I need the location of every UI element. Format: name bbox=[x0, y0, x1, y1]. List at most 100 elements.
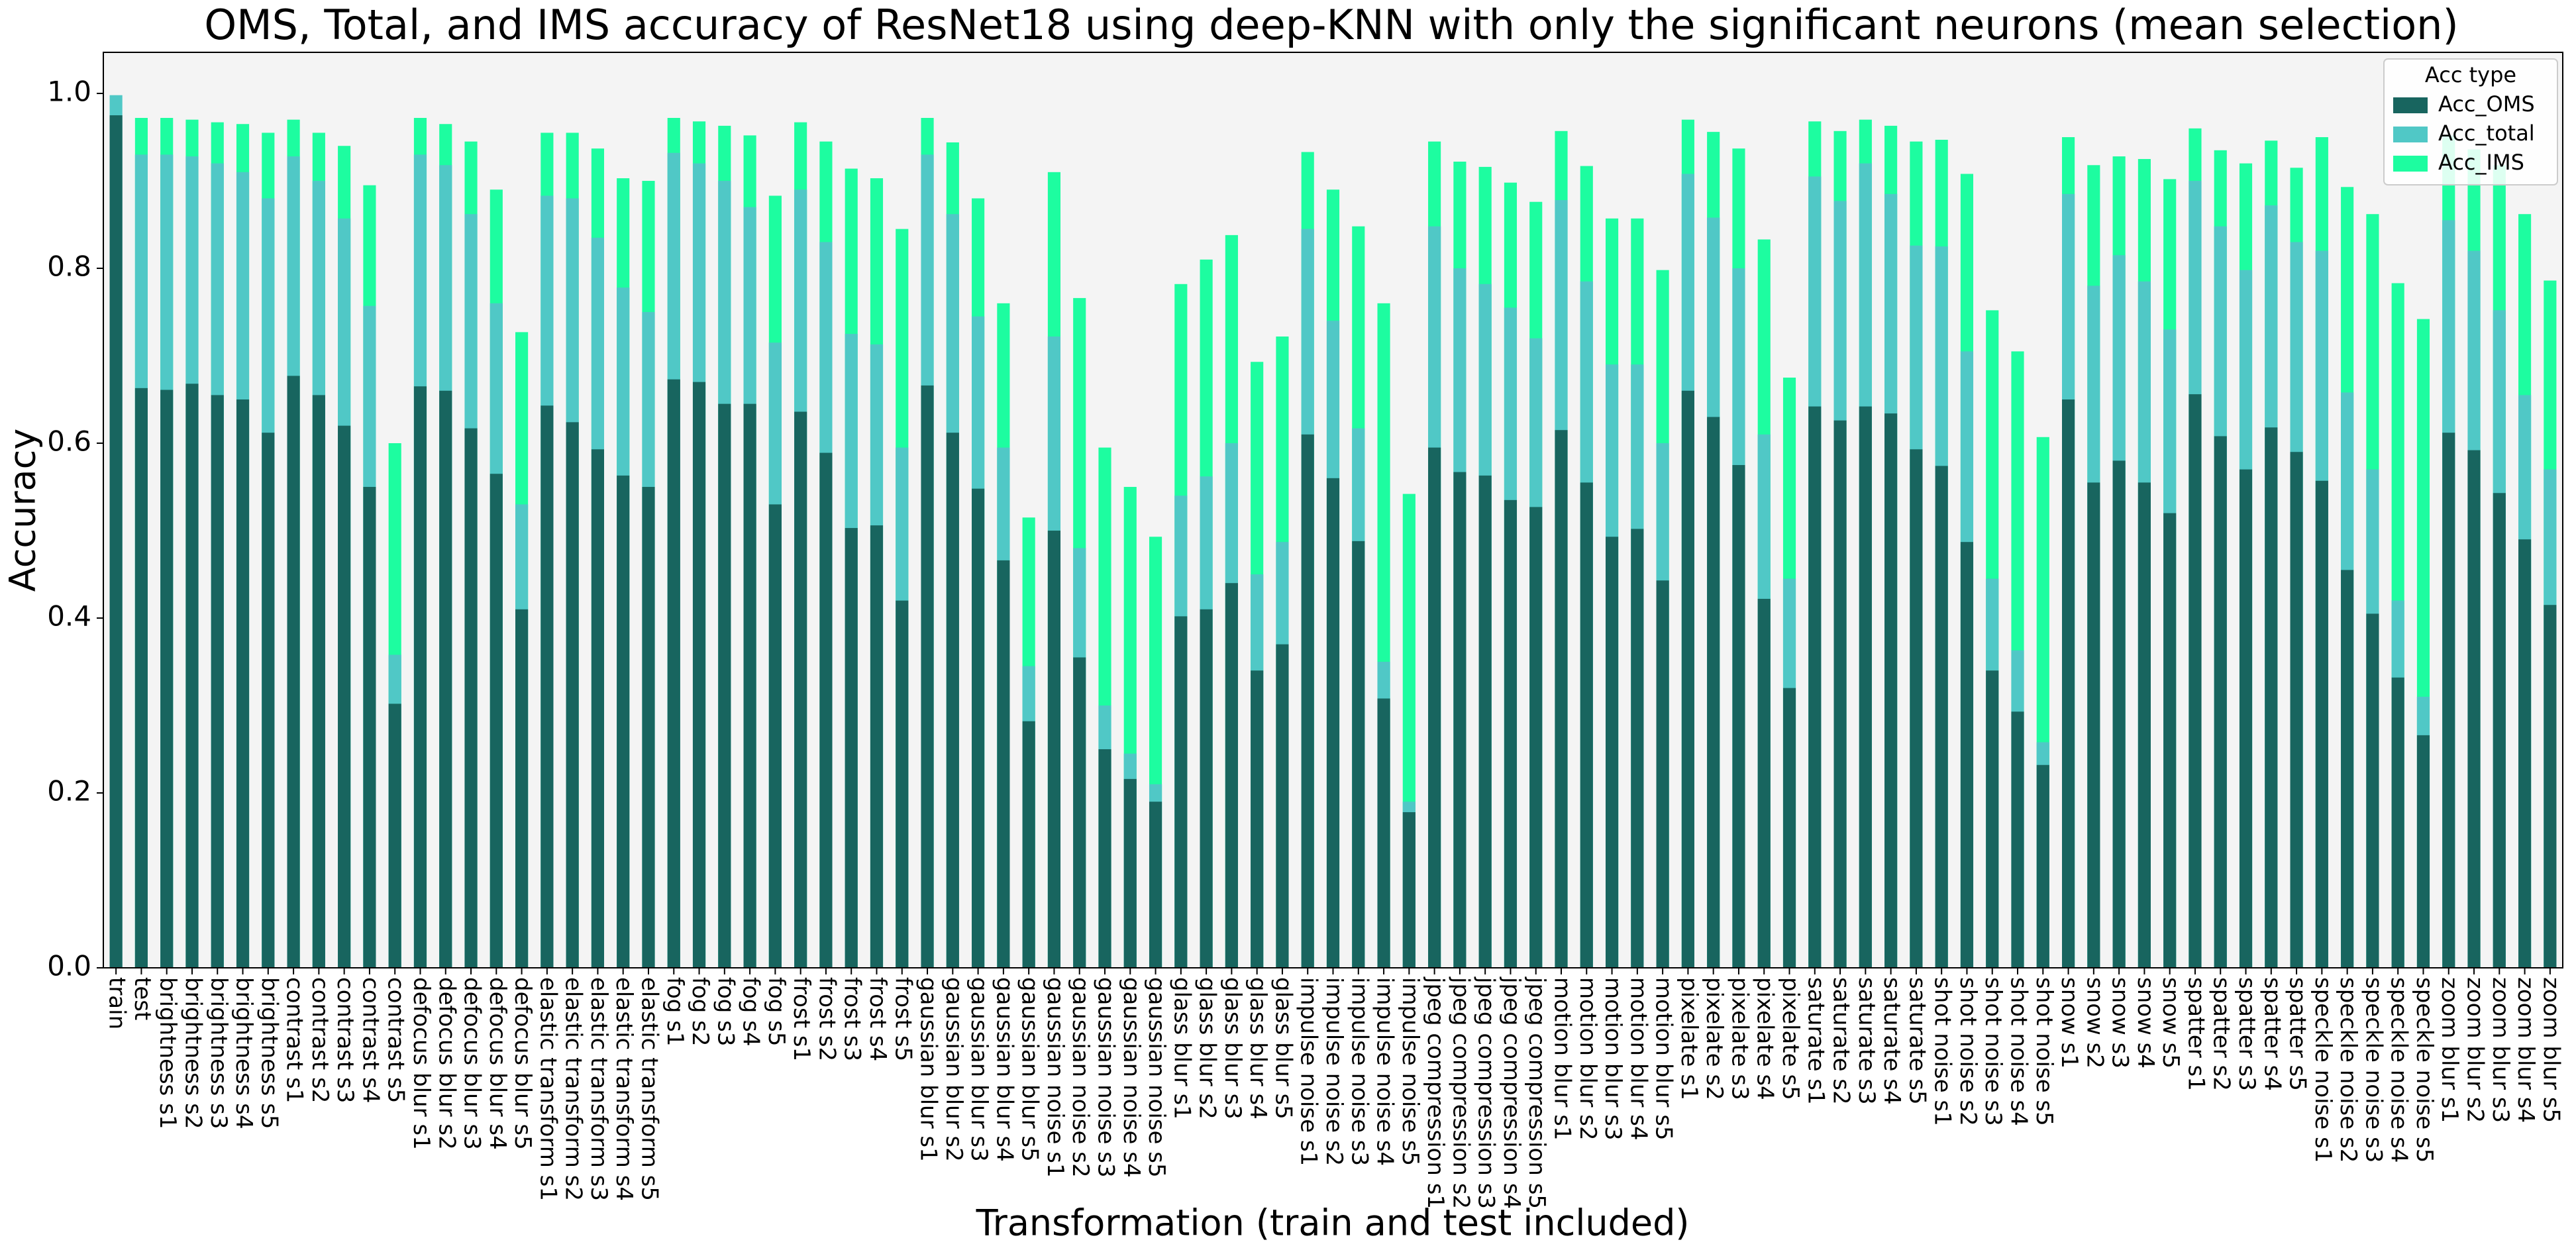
x-tick-label: impulse noise s2 bbox=[1321, 977, 1347, 1166]
y-tick-label: 0.2 bbox=[47, 775, 91, 808]
x-tick-label: jpeg compression s3 bbox=[1473, 976, 1500, 1209]
legend-label: Acc_OMS bbox=[2438, 91, 2535, 117]
bar bbox=[464, 428, 478, 968]
x-tick-label: shot noise s4 bbox=[2006, 977, 2032, 1126]
bar bbox=[997, 560, 1010, 968]
x-tick-label: motion blur s3 bbox=[1600, 977, 1626, 1141]
bar bbox=[1352, 541, 1365, 968]
bar bbox=[946, 433, 959, 968]
bar bbox=[1859, 406, 1872, 968]
x-tick-label: glass blur s3 bbox=[1219, 977, 1246, 1120]
x-tick-label: test bbox=[129, 977, 156, 1020]
x-tick-label: gaussian blur s1 bbox=[915, 977, 942, 1162]
x-tick-label: motion blur s2 bbox=[1574, 977, 1601, 1141]
bar bbox=[2290, 452, 2303, 968]
x-tick-label: jpeg compression s2 bbox=[1447, 976, 1474, 1209]
y-tick-label: 0.6 bbox=[47, 425, 91, 458]
x-tick-label: impulse noise s3 bbox=[1346, 977, 1372, 1166]
x-tick-label: frost s2 bbox=[813, 977, 840, 1061]
x-axis-label: Transformation (train and test included) bbox=[976, 1202, 1690, 1244]
legend-title: Acc type bbox=[2425, 62, 2516, 87]
bar bbox=[1225, 583, 1238, 968]
bar bbox=[2265, 427, 2278, 968]
bar bbox=[2239, 469, 2253, 968]
y-tick-label: 0.0 bbox=[47, 950, 91, 982]
bar bbox=[1707, 417, 1720, 968]
x-tick-label: zoom blur s2 bbox=[2462, 977, 2489, 1123]
bar bbox=[413, 386, 427, 968]
x-tick-label: spatter s2 bbox=[2208, 977, 2235, 1091]
x-tick-label: gaussian noise s1 bbox=[1042, 977, 1068, 1178]
bar bbox=[2442, 433, 2455, 968]
bar bbox=[566, 422, 579, 968]
x-tick-label: motion blur s5 bbox=[1651, 977, 1677, 1141]
x-tick-label: glass blur s5 bbox=[1270, 977, 1296, 1120]
bar bbox=[870, 525, 884, 968]
bar bbox=[388, 704, 401, 968]
bar bbox=[236, 399, 250, 968]
bar bbox=[2189, 394, 2202, 968]
x-tick-label: zoom blur s3 bbox=[2487, 977, 2514, 1123]
bar bbox=[1580, 482, 1593, 968]
x-tick-label: saturate s4 bbox=[1879, 977, 1905, 1105]
x-tick-label: brightness s4 bbox=[231, 977, 257, 1129]
bar bbox=[1631, 529, 1644, 968]
bar bbox=[363, 487, 376, 968]
y-tick-label: 0.4 bbox=[47, 600, 91, 633]
bar bbox=[617, 475, 630, 968]
bar bbox=[845, 528, 858, 968]
x-tick-label: snow s2 bbox=[2081, 977, 2108, 1069]
bar bbox=[1504, 499, 1518, 968]
x-tick-label: snow s5 bbox=[2157, 977, 2184, 1069]
bar bbox=[1402, 812, 1416, 968]
x-tick-label: glass blur s4 bbox=[1245, 977, 1271, 1120]
x-tick-label: saturate s3 bbox=[1853, 977, 1880, 1105]
bar bbox=[1808, 406, 1822, 968]
bar bbox=[262, 433, 275, 968]
x-tick-label: defocus blur s5 bbox=[509, 977, 536, 1150]
x-tick-label: glass blur s1 bbox=[1168, 977, 1195, 1120]
bar bbox=[1960, 542, 1974, 968]
x-tick-label: speckle noise s4 bbox=[2386, 977, 2412, 1163]
x-tick-label: saturate s5 bbox=[1904, 977, 1930, 1105]
x-tick-label: gaussian noise s2 bbox=[1067, 977, 1094, 1178]
x-tick-label: speckle noise s1 bbox=[2310, 977, 2336, 1163]
legend-box bbox=[2383, 58, 2558, 185]
bar bbox=[2544, 605, 2557, 968]
x-tick-label: zoom blur s5 bbox=[2538, 977, 2564, 1123]
bar bbox=[211, 395, 224, 968]
x-tick-label: jpeg compression s4 bbox=[1498, 976, 1525, 1209]
y-axis-label: Accuracy bbox=[2, 429, 44, 592]
bar bbox=[1656, 580, 1669, 968]
x-tick-label: snow s1 bbox=[2056, 977, 2083, 1069]
x-tick-label: zoom blur s4 bbox=[2512, 977, 2539, 1123]
x-tick-label: frost s4 bbox=[864, 977, 891, 1061]
bar bbox=[287, 376, 300, 968]
x-tick-label: pixelate s3 bbox=[1726, 977, 1753, 1100]
bar bbox=[2391, 677, 2404, 968]
x-tick-label: elastic transform s5 bbox=[636, 977, 662, 1201]
x-tick-label: fog s4 bbox=[738, 977, 764, 1047]
bar bbox=[642, 487, 655, 968]
legend-label: Acc_IMS bbox=[2438, 150, 2524, 175]
bar bbox=[2315, 480, 2328, 968]
x-tick-label: gaussian blur s5 bbox=[1017, 977, 1043, 1162]
bar bbox=[1605, 537, 1619, 968]
bar bbox=[109, 115, 123, 968]
bar bbox=[819, 452, 833, 968]
x-tick-label: contrast s5 bbox=[383, 977, 409, 1103]
bar bbox=[2214, 436, 2227, 968]
x-tick-label: zoom blur s1 bbox=[2436, 977, 2463, 1123]
x-tick-label: frost s5 bbox=[890, 977, 916, 1061]
x-tick-label: spatter s5 bbox=[2285, 977, 2311, 1091]
bar bbox=[2087, 482, 2100, 968]
x-tick-label: shot noise s3 bbox=[1980, 977, 2006, 1126]
bar bbox=[1149, 802, 1162, 968]
x-tick-label: brightness s1 bbox=[154, 977, 181, 1129]
x-tick-label: shot noise s5 bbox=[2031, 977, 2057, 1126]
bar bbox=[134, 388, 148, 968]
bar bbox=[2112, 460, 2126, 968]
x-tick-label: speckle noise s2 bbox=[2335, 977, 2361, 1163]
